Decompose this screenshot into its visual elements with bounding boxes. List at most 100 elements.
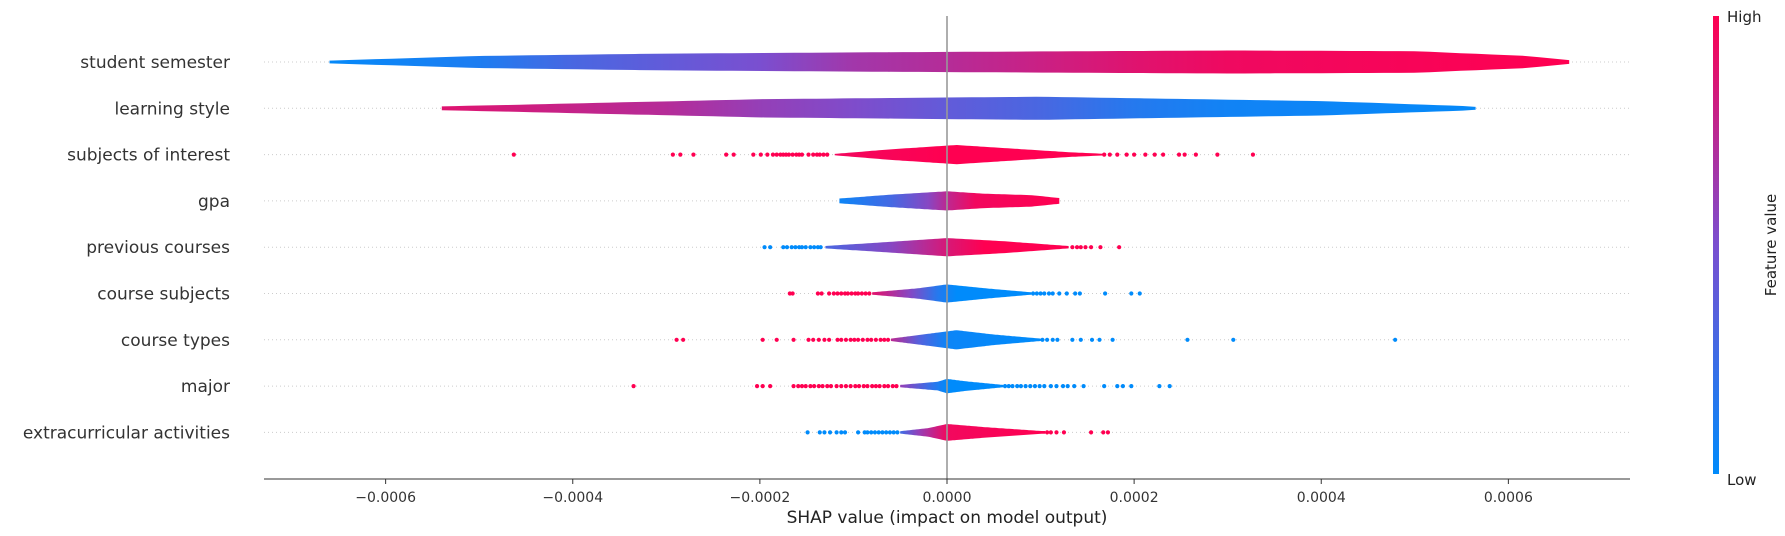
outlier-point	[760, 337, 765, 342]
outlier-point	[828, 384, 834, 389]
outlier-point	[845, 291, 850, 296]
outlier-point	[867, 291, 872, 296]
outlier-point	[842, 430, 848, 435]
feature-row: subjects of interest	[67, 145, 1630, 166]
rows-layer: student semester learning style subjects o…	[23, 50, 1630, 443]
outlier-point	[1097, 337, 1102, 342]
outlier-point	[1120, 384, 1125, 389]
outlier-point	[861, 384, 866, 389]
outlier-point	[681, 337, 686, 342]
outlier-point	[1074, 245, 1080, 250]
outlier-point	[839, 291, 844, 296]
outlier-point	[791, 384, 796, 389]
outlier-point	[1105, 430, 1111, 435]
feature-row: learning style	[114, 96, 1630, 120]
violin-shape	[839, 191, 1060, 211]
outlier-point	[1124, 152, 1129, 157]
outlier-point	[1129, 384, 1134, 389]
feature-label: gpa	[198, 192, 230, 212]
outlier-point	[1101, 430, 1106, 435]
outlier-point	[796, 384, 801, 389]
outlier-point	[1077, 291, 1082, 296]
outlier-point	[863, 291, 868, 296]
outlier-point	[799, 245, 805, 250]
outlier-point	[1107, 152, 1112, 157]
outlier-point	[1034, 291, 1039, 296]
outlier-point	[1046, 291, 1052, 296]
outlier-point	[768, 384, 773, 389]
outlier-point	[1167, 384, 1172, 389]
outlier-point	[869, 337, 874, 342]
outlier-point	[1088, 430, 1094, 435]
outlier-point	[849, 291, 854, 296]
colorbar-low-label: Low	[1727, 471, 1757, 489]
outlier-point	[876, 430, 881, 435]
x-tick-label: 0.0000	[923, 490, 972, 506]
outlier-point	[1002, 384, 1008, 389]
feature-label: subjects of interest	[67, 146, 230, 166]
outlier-point	[1018, 384, 1024, 389]
outlier-point	[1010, 384, 1015, 389]
outlier-point	[1064, 291, 1069, 296]
outlier-point	[1078, 337, 1083, 342]
outlier-point	[869, 430, 874, 435]
outlier-point	[1061, 430, 1067, 435]
outlier-point	[817, 430, 822, 435]
feature-label: course subjects	[97, 285, 230, 305]
outlier-point	[631, 384, 636, 389]
feature-row: gpa	[198, 191, 1630, 212]
outlier-point	[803, 245, 808, 250]
outlier-point	[1176, 152, 1182, 157]
outlier-point	[1102, 152, 1107, 157]
outlier-point	[754, 384, 760, 389]
feature-label: student semester	[80, 53, 230, 73]
outlier-point	[819, 291, 824, 296]
outlier-point	[791, 337, 796, 342]
outlier-point	[878, 337, 883, 342]
outlier-point	[1393, 337, 1398, 342]
outlier-point	[799, 152, 805, 157]
x-tick-label: 0.0006	[1484, 490, 1533, 506]
outlier-point	[808, 384, 813, 389]
outlier-point	[774, 337, 779, 342]
outlier-point	[1015, 384, 1020, 389]
outlier-point	[825, 384, 830, 389]
outlier-point	[808, 245, 813, 250]
outlier-point	[1057, 291, 1062, 296]
outlier-point	[1070, 245, 1075, 250]
outlier-point	[1103, 291, 1108, 296]
outlier-point	[1115, 384, 1120, 389]
outlier-point	[818, 245, 823, 250]
colorbar: High Low Feature value	[1713, 8, 1780, 489]
outlier-point	[751, 152, 756, 157]
outlier-point	[822, 430, 827, 435]
outlier-point	[1050, 291, 1055, 296]
outlier-point	[848, 337, 853, 342]
outlier-point	[856, 337, 861, 342]
outlier-point	[1048, 384, 1053, 389]
outlier-point	[882, 337, 887, 342]
outlier-point	[835, 291, 840, 296]
outlier-point	[1070, 337, 1075, 342]
outlier-point	[1083, 245, 1088, 250]
violin-shape	[834, 145, 1107, 165]
outlier-point	[816, 337, 821, 342]
violin-shape	[329, 50, 1570, 74]
outlier-point	[511, 152, 516, 157]
x-tick-label: −0.0004	[542, 490, 603, 506]
outlier-point	[839, 430, 844, 435]
outlier-point	[827, 430, 833, 435]
outlier-point	[839, 384, 844, 389]
outlier-point	[1250, 152, 1256, 157]
outlier-point	[1089, 337, 1095, 342]
colorbar-title: Feature value	[1762, 194, 1780, 296]
outlier-point	[873, 337, 878, 342]
outlier-point	[1037, 384, 1042, 389]
outlier-point	[1098, 245, 1103, 250]
outlier-point	[834, 430, 839, 435]
outlier-point	[852, 337, 857, 342]
outlier-point	[859, 291, 864, 296]
outlier-point	[670, 152, 675, 157]
outlier-point	[820, 384, 825, 389]
